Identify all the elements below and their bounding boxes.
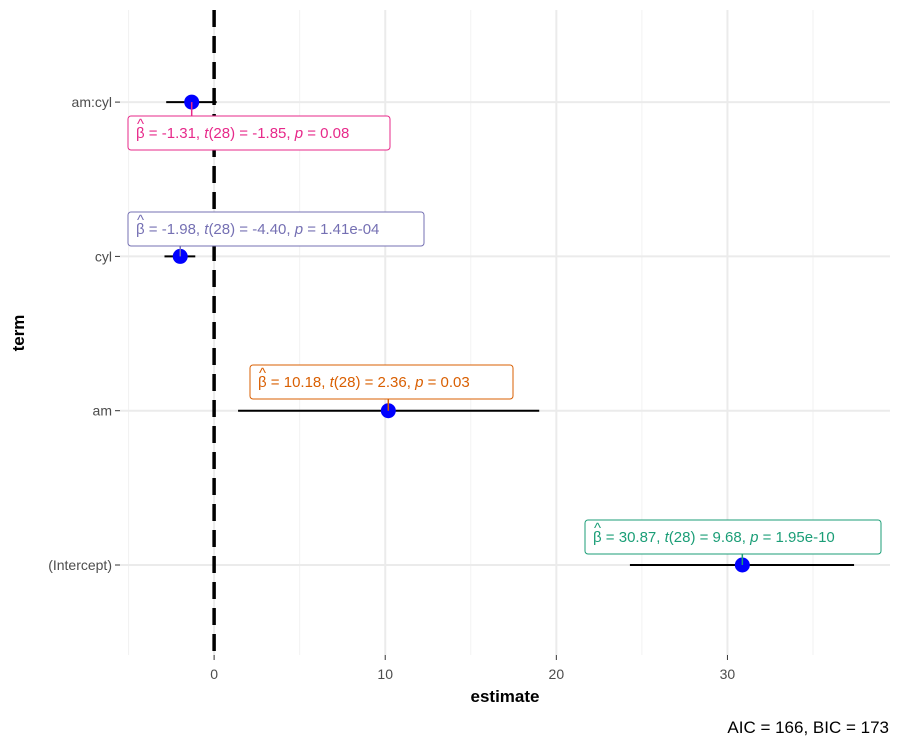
label-text: β = 30.87, t(28) = 9.68, p = 1.95e-10 [593, 529, 835, 546]
y-tick-label: am [93, 403, 112, 419]
label-text: β = -1.98, t(28) = -4.40, p = 1.41e-04 [136, 221, 379, 238]
x-axis-title: estimate [471, 687, 540, 706]
x-tick-label: 20 [549, 666, 565, 682]
estimate-points [172, 94, 750, 573]
label-box [127, 211, 425, 247]
y-tick-label: cyl [95, 248, 112, 264]
x-tick-label: 10 [377, 666, 393, 682]
coefficient-label: ^β = 10.18, t(28) = 2.36, p = 0.03 [249, 364, 514, 411]
y-tick-label: (Intercept) [48, 557, 112, 573]
beta-hat-symbol: ^ [137, 212, 144, 229]
coefficient-label: ^β = -1.98, t(28) = -4.40, p = 1.41e-04 [127, 211, 425, 257]
x-tick-label: 30 [720, 666, 736, 682]
label-box [127, 115, 391, 151]
beta-hat-symbol: ^ [259, 365, 266, 382]
label-text: β = 10.18, t(28) = 2.36, p = 0.03 [258, 374, 470, 391]
coefficient-label: ^β = 30.87, t(28) = 9.68, p = 1.95e-10 [584, 519, 882, 565]
coefficient-labels: ^β = 30.87, t(28) = 9.68, p = 1.95e-10^β… [127, 102, 882, 565]
y-tick-label: am:cyl [72, 94, 112, 110]
confidence-intervals [164, 101, 855, 566]
axes: 0 10 20 30 (Intercept) am cyl am:cyl [48, 94, 735, 682]
label-box [249, 364, 514, 400]
beta-hat-symbol: ^ [137, 116, 144, 133]
x-tick-label: 0 [210, 666, 218, 682]
beta-hat-symbol: ^ [594, 520, 601, 537]
model-fit-caption: AIC = 166, BIC = 173 [727, 718, 889, 737]
grid-layer [120, 10, 890, 655]
label-text: β = -1.31, t(28) = -1.85, p = 0.08 [136, 125, 349, 142]
label-box [584, 519, 882, 555]
y-axis-title: term [9, 315, 28, 352]
coefficient-label: ^β = -1.31, t(28) = -1.85, p = 0.08 [127, 102, 391, 151]
